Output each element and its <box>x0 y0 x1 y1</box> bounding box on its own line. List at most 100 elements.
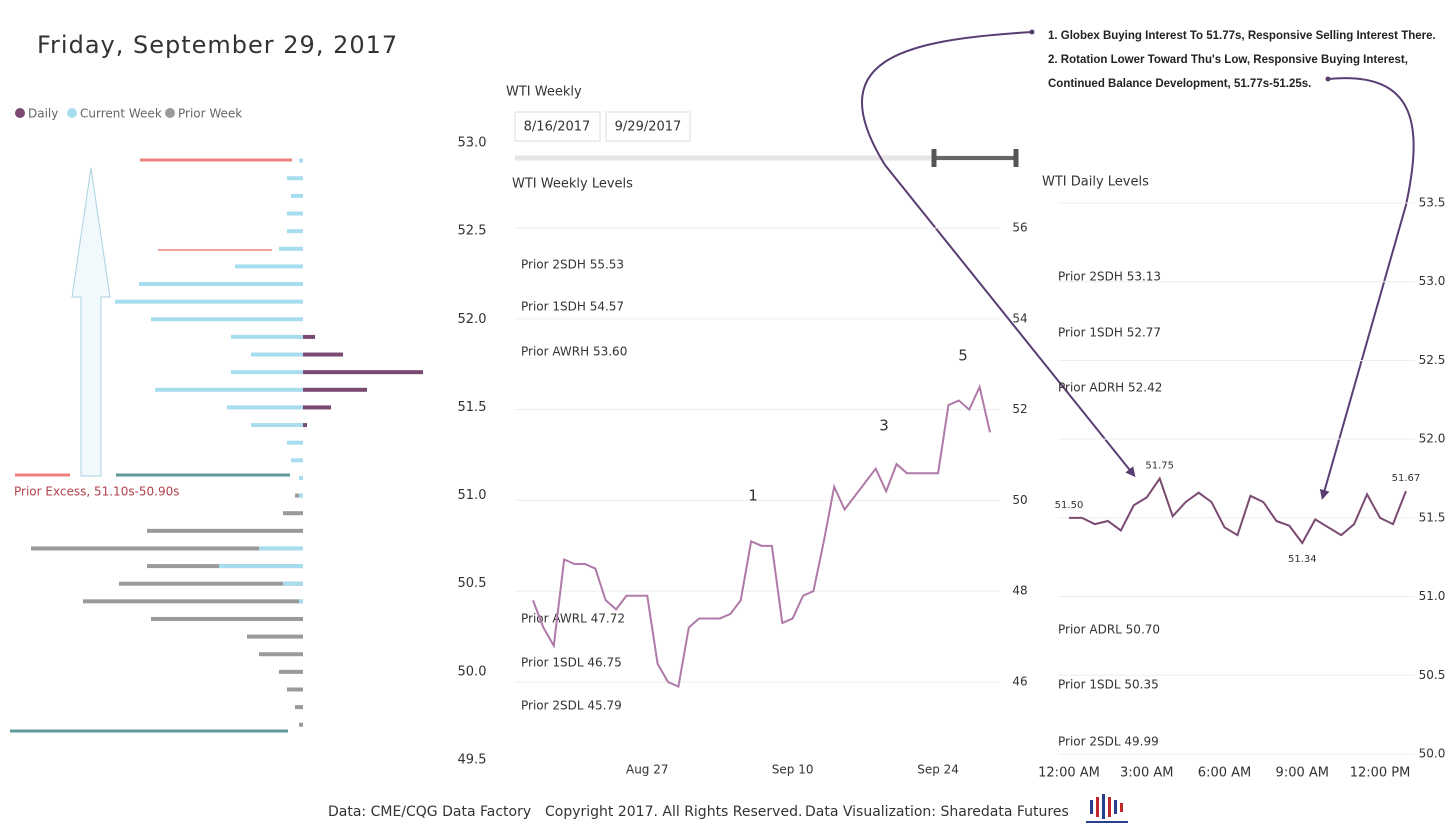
level-label: Prior ADRH 52.42 <box>1058 381 1162 395</box>
profile-bar <box>303 352 343 357</box>
profile-bar <box>119 581 303 586</box>
profile-bar <box>279 246 303 251</box>
profile-bar <box>251 352 303 357</box>
y-tick-label: 51.0 <box>458 488 487 503</box>
profile-bar <box>31 546 303 551</box>
level-label: Prior 2SDL 49.99 <box>1058 735 1159 749</box>
profile-bar <box>287 176 303 181</box>
level-label: Prior 2SDH 55.53 <box>521 258 624 272</box>
profile-bar <box>287 211 303 216</box>
wave-label: 5 <box>958 347 968 365</box>
note-arrow <box>861 31 1136 478</box>
profile-bar <box>295 705 303 710</box>
profile-bar <box>303 387 367 392</box>
data-label: 51.75 <box>1145 461 1174 472</box>
note: 1. Globex Buying Interest To 51.77s, Res… <box>1048 30 1436 42</box>
profile-bar <box>287 440 303 445</box>
y-tick-label: 51.5 <box>458 400 487 415</box>
y-tick-label: 52.5 <box>458 224 487 239</box>
note-arrow <box>1319 77 1415 500</box>
profile-bar <box>283 511 303 516</box>
y-tick-label: 50 <box>1012 493 1027 507</box>
y-tick-label: 56 <box>1012 221 1027 235</box>
legend-label: Current Week <box>80 107 162 121</box>
end-date[interactable]: 9/29/2017 <box>615 120 682 135</box>
profile-bar <box>303 370 423 375</box>
level-label: Prior 2SDL 45.79 <box>521 699 622 713</box>
note: 2. Rotation Lower Toward Thu's Low, Resp… <box>1048 54 1408 90</box>
price-line <box>1069 476 1407 545</box>
y-tick-label: 46 <box>1012 675 1027 689</box>
level-label: Prior 2SDH 53.13 <box>1058 270 1161 284</box>
legend-label: Prior Week <box>178 107 242 121</box>
level-label: Prior 1SDL 50.35 <box>1058 678 1159 692</box>
y-tick-label: 52 <box>1012 402 1027 416</box>
footer-text: Data Visualization: Sharedata Futures <box>805 804 1069 820</box>
level-label: Prior ADRL 50.70 <box>1058 623 1160 637</box>
profile-bar <box>259 652 303 657</box>
profile-bar <box>235 264 303 269</box>
notes: 1. Globex Buying Interest To 51.77s, Res… <box>1048 24 1448 96</box>
profile-bar <box>303 334 315 339</box>
data-label: 51.50 <box>1055 500 1084 511</box>
level-label: Prior AWRH 53.60 <box>521 345 627 359</box>
level-label: Prior 1SDH 54.57 <box>521 300 624 314</box>
profile-bar <box>251 423 303 428</box>
profile-bar <box>83 599 303 604</box>
data-label: 51.34 <box>1288 554 1317 565</box>
y-tick-label: 48 <box>1012 584 1027 598</box>
profile-bar <box>151 317 303 322</box>
logo <box>1086 794 1128 823</box>
y-tick-label: 50.0 <box>458 664 487 679</box>
profile-bar <box>155 387 303 392</box>
x-tick-label: Sep 24 <box>917 763 959 777</box>
wave-label: 1 <box>748 487 758 505</box>
profile-bar <box>259 546 303 551</box>
profile-bar <box>303 423 307 428</box>
x-tick-label: 12:00 AM <box>1038 766 1100 781</box>
footer-text: Copyright 2017. All Rights Reserved. <box>545 804 802 820</box>
y-tick-label: 53.5 <box>1419 196 1446 210</box>
y-tick-label: 54 <box>1012 311 1027 325</box>
start-date[interactable]: 8/16/2017 <box>524 120 591 135</box>
y-tick-label: 50.5 <box>1419 668 1446 682</box>
annotation: Prior Excess, 51.10s-50.90s <box>14 485 180 499</box>
profile-bar <box>299 475 303 480</box>
x-tick-label: 3:00 AM <box>1120 766 1173 781</box>
profile-bar <box>291 458 303 463</box>
up-arrow <box>71 167 111 477</box>
y-tick-label: 50.5 <box>458 576 487 591</box>
level-label: Prior 1SDL 46.75 <box>521 656 622 670</box>
date-box[interactable] <box>605 111 691 142</box>
legend-label: Daily <box>28 107 58 121</box>
level-label: Prior 1SDH 52.77 <box>1058 326 1161 340</box>
profile-bar <box>283 581 303 586</box>
y-tick-label: 52.0 <box>1419 432 1446 446</box>
profile-bar <box>231 334 303 339</box>
level-label: Prior AWRL 47.72 <box>521 612 625 626</box>
x-tick-label: 9:00 AM <box>1276 766 1329 781</box>
profile-bar <box>115 299 303 304</box>
chart-title: WTI Daily Levels <box>1042 175 1149 190</box>
profile-bar <box>279 669 303 674</box>
y-tick-label: 52.5 <box>1419 353 1446 367</box>
profile-bar <box>151 616 303 621</box>
date-box[interactable] <box>514 111 601 142</box>
slicer-title: WTI Weekly <box>506 85 582 100</box>
x-tick-label: 6:00 AM <box>1198 766 1251 781</box>
y-tick-label: 52.0 <box>458 312 487 327</box>
profile-bar <box>287 229 303 234</box>
profile-bar <box>299 599 303 604</box>
footer-text: Data: CME/CQG Data Factory <box>328 804 531 820</box>
profile-bar <box>231 370 303 375</box>
y-tick-label: 50.0 <box>1419 746 1446 760</box>
legend-swatch <box>67 108 77 118</box>
profile-bar <box>299 722 303 727</box>
x-tick-label: Sep 10 <box>772 763 814 777</box>
y-tick-label: 53.0 <box>458 136 487 151</box>
profile-bar <box>227 405 303 410</box>
wave-label: 3 <box>879 417 889 435</box>
price-line <box>532 383 991 688</box>
